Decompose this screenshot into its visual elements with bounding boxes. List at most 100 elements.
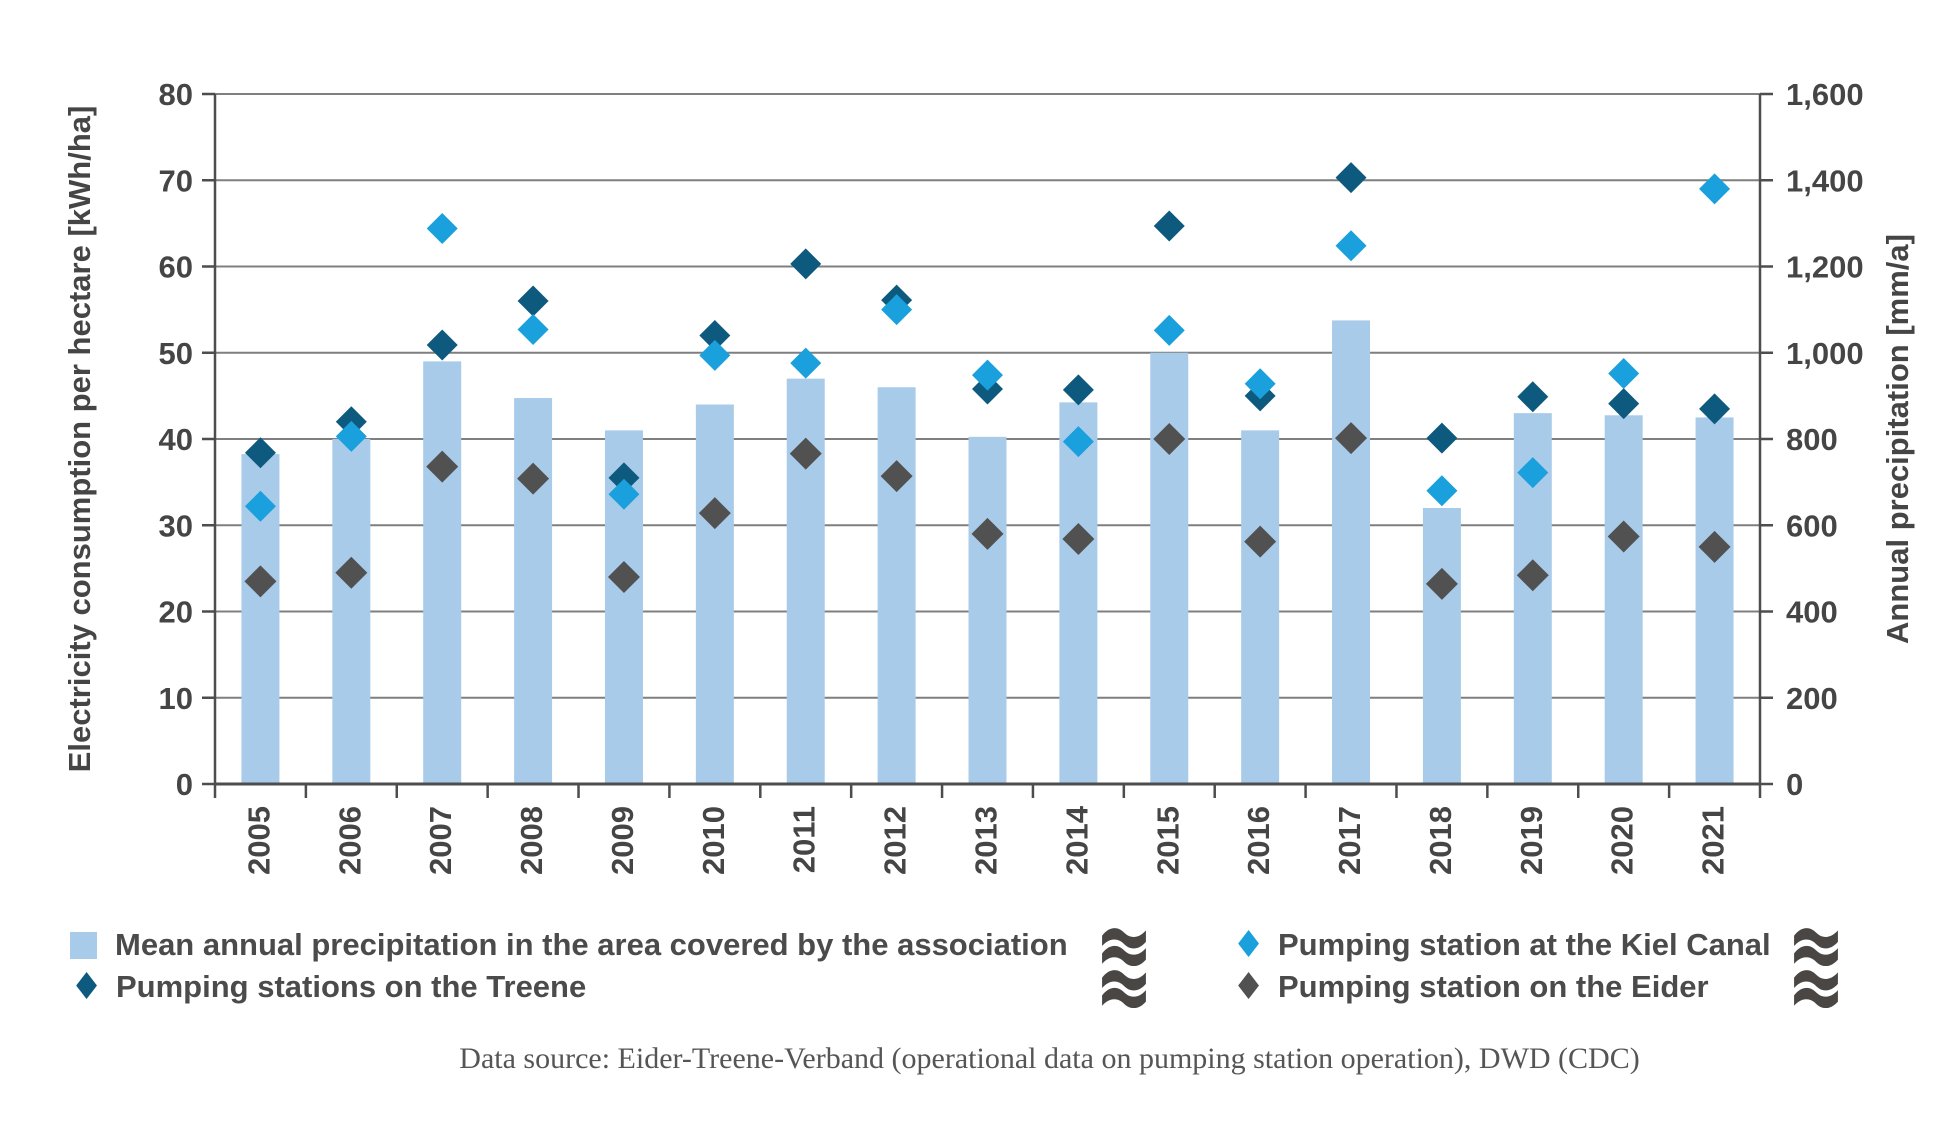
kiel-canal-marker-2009	[608, 478, 640, 510]
x-axis-year-label: 2008	[514, 806, 549, 875]
kiel-canal-marker-2012	[881, 294, 913, 326]
kiel-canal-marker-2016	[1244, 368, 1276, 400]
left-axis-tick-label: 40	[159, 422, 193, 457]
right-axis-tick-label: 800	[1786, 422, 1838, 457]
data-source-note: Data source: Eider-Treene-Verband (opera…	[459, 1042, 1640, 1075]
treene-marker-2011	[790, 248, 822, 280]
x-axis-year-label: 2007	[423, 806, 458, 875]
right-axis-tick-label: 0	[1786, 767, 1803, 802]
precipitation-bar-2008	[514, 398, 553, 784]
x-axis-year-label: 2015	[1150, 806, 1185, 875]
eider-marker-2014	[1062, 523, 1095, 556]
precipitation-bar-2015	[1150, 352, 1189, 784]
left-axis-tick-label: 30	[159, 508, 193, 543]
left-axis-tick-label: 20	[159, 595, 193, 630]
precipitation-bar-2006	[332, 439, 371, 784]
right-axis-tick-label: 1,000	[1786, 336, 1864, 371]
treene-marker-2010	[699, 320, 731, 351]
wave-icon	[1102, 970, 1146, 1008]
kiel-canal-marker-2015	[1153, 314, 1185, 346]
x-axis-year-label: 2019	[1514, 806, 1549, 875]
treene-marker-2008	[517, 285, 549, 317]
x-axis-year-label: 2014	[1059, 805, 1094, 875]
eider-marker-2020	[1607, 520, 1640, 553]
treene-marker-2019	[1517, 381, 1549, 413]
chart-canvas: 0 0 10 200 20 400 30 600 40 800 50 1,000 60 1,200 70 1,…	[62, 77, 1915, 875]
x-axis-year-label: 2009	[605, 806, 640, 875]
kiel-canal-marker-2020	[1608, 357, 1640, 389]
eider-marker-2009	[607, 561, 640, 593]
precipitation-swatch-icon	[70, 931, 97, 959]
x-axis-year-label: 2010	[696, 806, 731, 875]
left-axis-tick-label: 50	[159, 336, 193, 371]
x-axis-year-label: 2020	[1605, 806, 1640, 875]
treene-diamond-icon: ♦	[70, 965, 104, 1008]
x-axis-year-label: 2013	[969, 806, 1004, 875]
eider-marker-2017	[1335, 422, 1368, 455]
legend-label-kiel-canal: Pumping station at the Kiel Canal	[1278, 927, 1771, 962]
precipitation-bar-2017	[1332, 320, 1371, 784]
treene-marker-2020	[1608, 388, 1640, 420]
wave-icon	[1794, 970, 1838, 1008]
treene-marker-2018	[1426, 422, 1458, 454]
right-axis-tick-label: 400	[1786, 595, 1838, 630]
right-axis-title: Annual precipitation [mm/a]	[1880, 234, 1915, 644]
wave-icon	[1794, 928, 1838, 966]
treene-marker-2009	[608, 462, 640, 494]
eider-marker-2021	[1698, 530, 1731, 563]
eider-marker-2016	[1244, 525, 1277, 558]
kiel-canal-marker-2019	[1517, 457, 1549, 489]
precipitation-bar-2014	[1059, 402, 1098, 784]
precipitation-bar-2010	[695, 404, 734, 784]
right-axis-tick-label: 200	[1786, 681, 1838, 716]
kiel-canal-marker-2021	[1699, 173, 1731, 205]
x-axis-year-label: 2012	[878, 806, 913, 875]
legend-item-kiel-canal: ♦ Pumping station at the Kiel Canal	[1232, 925, 1771, 965]
eider-marker-2018	[1425, 567, 1458, 600]
x-axis-year-label: 2005	[241, 806, 276, 875]
precipitation-bar-2020	[1604, 415, 1643, 784]
eider-marker-2007	[426, 450, 459, 483]
x-axis-year-label: 2017	[1332, 806, 1367, 875]
precipitation-bar-2018	[1422, 508, 1461, 784]
legend-label-treene: Pumping stations on the Treene	[116, 969, 587, 1004]
left-axis-tick-label: 10	[159, 681, 193, 716]
legend-item-precipitation: Mean annual precipitation in the area co…	[70, 925, 1068, 965]
kiel-canal-marker-2017	[1335, 230, 1367, 262]
left-axis-tick-label: 60	[159, 250, 193, 285]
eider-marker-2008	[517, 462, 550, 495]
legend-label-precipitation: Mean annual precipitation in the area co…	[115, 927, 1068, 962]
left-axis-title: Electricity consumption per hectare [kWh…	[62, 106, 97, 773]
kiel-canal-marker-2008	[517, 313, 549, 345]
left-axis-tick-label: 80	[159, 77, 193, 112]
right-axis-tick-label: 600	[1786, 508, 1838, 543]
x-axis-year-label: 2018	[1423, 806, 1458, 875]
kiel-canal-marker-2014	[1062, 426, 1094, 458]
kiel-canal-marker-2011	[790, 347, 822, 379]
eider-marker-2012	[880, 460, 913, 493]
eider-marker-2019	[1516, 559, 1549, 592]
x-axis-year-label: 2011	[787, 806, 822, 873]
kiel-canal-marker-2018	[1426, 475, 1458, 507]
eider-marker-2013	[971, 517, 1004, 550]
precipitation-bar-2012	[877, 387, 916, 784]
eider-diamond-icon: ♦	[1232, 965, 1266, 1008]
legend-item-treene: ♦ Pumping stations on the Treene	[70, 967, 586, 1007]
left-axis-tick-label: 0	[176, 767, 193, 802]
kiel-canal-marker-2007	[426, 213, 458, 245]
right-axis-tick-label: 1,400	[1786, 163, 1864, 198]
treene-marker-2007	[426, 329, 458, 361]
eider-marker-2015	[1153, 423, 1186, 455]
treene-marker-2017	[1335, 162, 1367, 194]
treene-marker-2014	[1062, 374, 1094, 406]
kiel-canal-marker-2006	[335, 420, 367, 452]
right-axis-tick-label: 1,200	[1786, 250, 1864, 285]
kiel-canal-marker-2005	[244, 490, 276, 522]
x-axis-year-label: 2016	[1241, 806, 1276, 875]
precipitation-bar-2016	[1241, 430, 1280, 784]
treene-marker-2015	[1153, 210, 1185, 242]
kiel-canal-marker-2013	[972, 359, 1003, 391]
precipitation-bar-2007	[423, 361, 462, 784]
treene-marker-2021	[1699, 393, 1731, 425]
